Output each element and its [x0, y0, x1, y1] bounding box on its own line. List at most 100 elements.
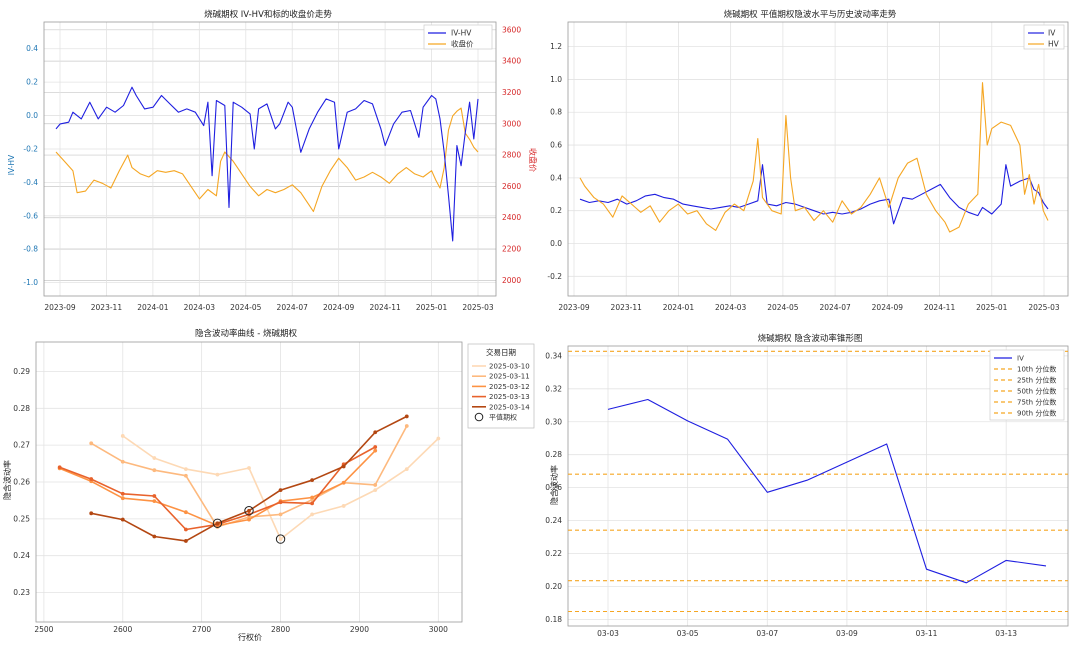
smile-point	[57, 465, 62, 470]
chart-title: 隐含波动率曲线 - 烧碱期权	[195, 328, 297, 339]
smile-point	[404, 467, 409, 472]
y-tick-label: 0.2	[550, 206, 562, 215]
y-tick-label: 0.29	[13, 367, 30, 376]
y-axis-label: 隐含波动率	[549, 465, 559, 505]
smile-point	[183, 510, 188, 515]
y2-tick-label: 2600	[502, 182, 521, 191]
y-tick-label: -0.2	[547, 272, 562, 281]
smile-point	[120, 491, 125, 496]
smile-point	[247, 512, 251, 517]
y-tick-label: -0.8	[23, 245, 38, 254]
smile-point	[373, 483, 378, 487]
y2-tick-label: 3600	[502, 25, 521, 34]
legend-box	[1023, 24, 1065, 50]
x-tick-label: 2024-09	[323, 303, 355, 312]
y-tick-label: 0.27	[13, 441, 30, 450]
legend-label: 10th 分位数	[1017, 365, 1056, 374]
smile-point	[120, 459, 125, 464]
x-tick-label: 2024-11	[924, 303, 956, 312]
legend-label: IV	[1017, 355, 1024, 363]
smile-point	[152, 499, 157, 504]
y-tick-label: 0.22	[545, 549, 562, 558]
y-tick-label: 0.26	[13, 478, 30, 487]
smile-line	[59, 450, 376, 527]
smile-point	[89, 441, 94, 446]
smile-point	[247, 517, 251, 522]
y-tick-label: -1.0	[23, 278, 38, 287]
smile-point	[152, 468, 157, 473]
x-tick-label: 03-07	[756, 629, 778, 638]
smile-point	[247, 466, 251, 470]
chart-title: 烧碱期权 IV-HV和标的收盘价走势	[204, 9, 332, 20]
smile-point	[152, 456, 157, 460]
smile-point	[404, 414, 409, 419]
series-line-iv	[579, 164, 1049, 225]
x-tick-label: 2025-01	[976, 303, 1008, 312]
x-axis-label: 行权价	[238, 632, 262, 642]
legend-swatch	[474, 412, 484, 422]
chart-title: 烧碱期权 隐含波动率锥形图	[758, 333, 863, 344]
x-tick-label: 2023-11	[91, 303, 123, 312]
legend-label: 25th 分位数	[1017, 376, 1056, 385]
x-tick-label: 03-03	[597, 629, 619, 638]
x-tick-label: 2024-09	[872, 303, 904, 312]
panel-vol-smile: 隐含波动率曲线 - 烧碱期权 行权价 隐含波动率 0.23 0.24 0.25 0.2…	[2, 328, 535, 642]
x-tick-label: 2024-11	[369, 303, 401, 312]
y-tick-label: 0.0	[26, 111, 38, 120]
smile-point	[183, 467, 188, 472]
legend-label: 2025-03-11	[489, 373, 530, 381]
y2-tick-label: 2400	[502, 213, 521, 222]
x-tick-label: 2023-09	[558, 303, 590, 312]
smile-point	[215, 472, 220, 477]
panel-iv-hv-levels: 烧碱期权 平值期权隐波水平与历史波动率走势 -0.2 0.0 0.2 0.4 0.6 0.…	[547, 9, 1069, 312]
smile-point	[152, 534, 157, 539]
y-tick-label: 0.34	[545, 351, 562, 360]
legend: IV 10th 分位数 25th 分位数 50th 分位数 75th 分位数 90th 分…	[989, 349, 1065, 421]
y-axis-label: IV-HV	[7, 154, 16, 175]
smile-point	[373, 445, 378, 449]
x-tick-label: 2024-07	[277, 303, 309, 312]
atm-marker	[275, 534, 286, 544]
smile-point	[373, 430, 378, 435]
y2-tick-label: 2000	[502, 276, 521, 285]
x-tick-label: 2023-11	[611, 303, 643, 312]
smile-point	[436, 436, 441, 441]
y-tick-label: 0.24	[13, 551, 30, 560]
x-tick-label: 2700	[192, 625, 211, 634]
smile-point	[183, 473, 188, 478]
y-tick-label: 0.18	[545, 615, 562, 624]
smile-point	[310, 512, 315, 517]
y2-tick-label: 3400	[502, 57, 521, 66]
y-tick-label: 0.32	[545, 384, 562, 393]
legend: 交易日期 2025-03-10 2025-03-11 2025-03-12 2025-0…	[467, 343, 535, 429]
smile-point	[373, 448, 378, 453]
legend-label: 平值期权	[489, 413, 517, 422]
smile-point	[278, 512, 283, 517]
y-tick-label: 0.0	[550, 239, 562, 248]
smile-point	[404, 424, 409, 428]
y-tick-label: 0.23	[13, 588, 30, 597]
y-tick-label: 0.25	[13, 514, 30, 523]
chart-title: 烧碱期权 平值期权隐波水平与历史波动率走势	[724, 9, 897, 20]
y-tick-label: 0.26	[545, 483, 562, 492]
series-line-iv-hv	[55, 86, 479, 242]
y-tick-label: 0.30	[545, 417, 562, 426]
legend-label: 2025-03-13	[489, 393, 530, 401]
smile-point	[310, 495, 315, 500]
panel-iv-hv-price: 烧碱期权 IV-HV和标的收盘价走势 IV-HV 收盘价 -1.0 -0.8 -0.…	[7, 9, 538, 312]
x-tick-label: 2024-03	[184, 303, 216, 312]
smile-point	[278, 488, 283, 493]
atm-marker	[244, 506, 254, 516]
series-line-iv	[607, 398, 1047, 584]
y2-tick-label: 3200	[502, 88, 521, 97]
x-tick-label: 2024-05	[767, 303, 799, 312]
atm-marker	[212, 518, 223, 528]
y-tick-label: -0.6	[23, 211, 38, 220]
x-tick-label: 2023-09	[44, 303, 76, 312]
x-tick-label: 2025-01	[416, 303, 448, 312]
legend-title: 交易日期	[486, 347, 516, 357]
smile-point	[373, 488, 378, 493]
y2-tick-label: 2200	[502, 245, 521, 254]
y-tick-label: 0.4	[550, 173, 562, 182]
